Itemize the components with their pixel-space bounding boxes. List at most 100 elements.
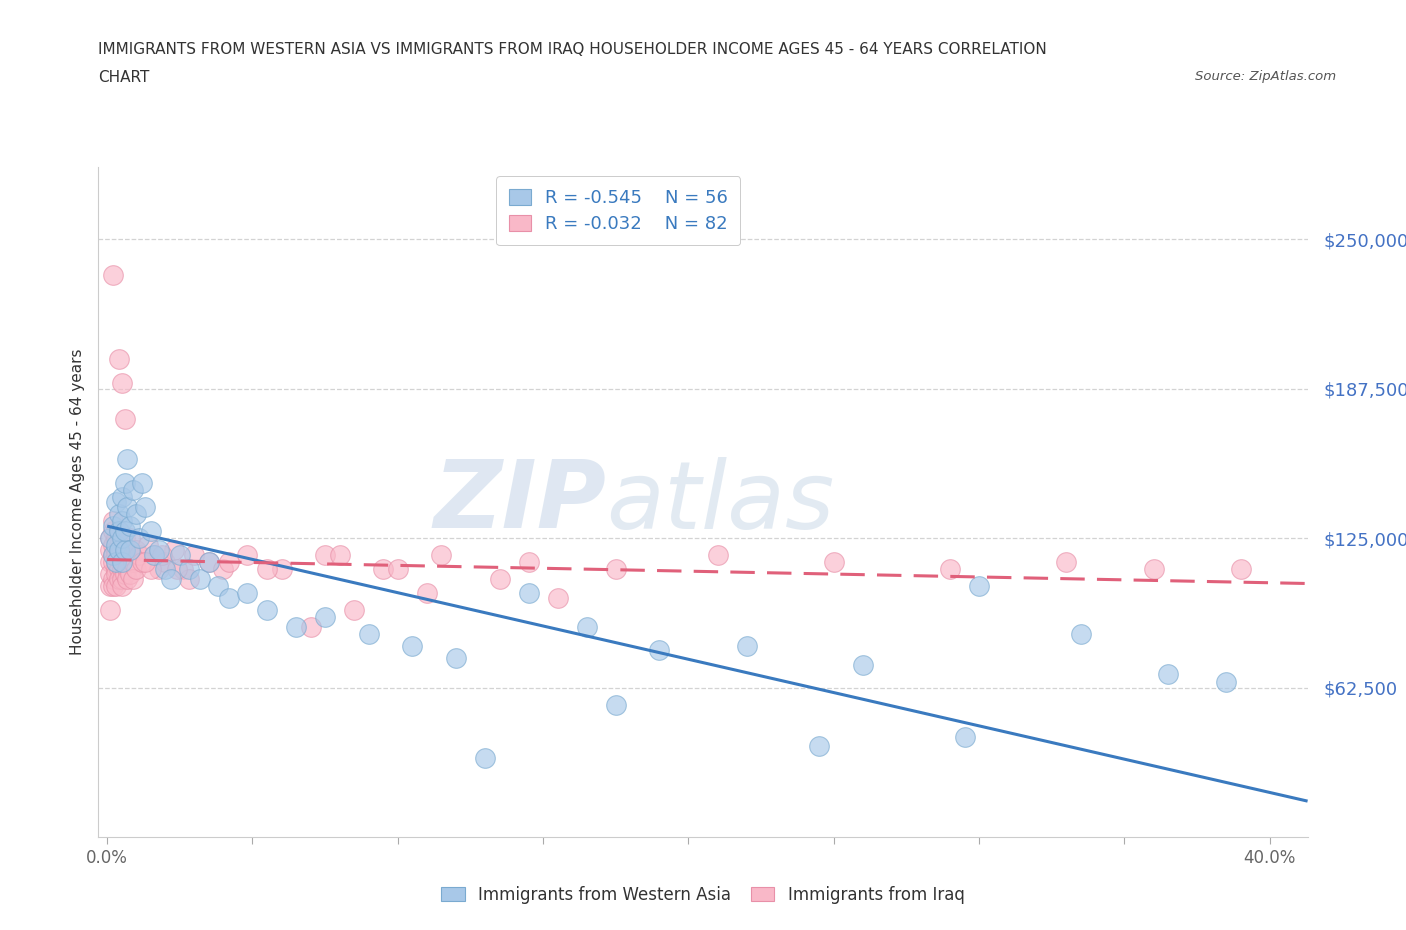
Point <box>1142 562 1164 577</box>
Point <box>101 548 124 563</box>
Point <box>1215 674 1237 689</box>
Point <box>101 524 124 538</box>
Point <box>155 562 177 577</box>
Point <box>142 548 165 563</box>
Point <box>104 566 127 581</box>
Point <box>155 554 177 569</box>
Point <box>101 554 124 569</box>
Point <box>111 554 134 569</box>
Point <box>1157 667 1180 682</box>
Point <box>117 542 139 557</box>
Point <box>212 562 235 577</box>
Point <box>111 542 134 557</box>
Point <box>114 475 136 490</box>
Point <box>136 538 159 552</box>
Point <box>117 562 139 577</box>
Point <box>387 562 409 577</box>
Point <box>111 514 134 529</box>
Point <box>98 566 121 581</box>
Point <box>114 566 136 581</box>
Point <box>101 548 124 563</box>
Point <box>98 603 121 618</box>
Point <box>98 578 121 593</box>
Point <box>122 554 145 569</box>
Point <box>114 524 136 538</box>
Point <box>808 738 831 753</box>
Point <box>117 571 139 586</box>
Point <box>101 519 124 534</box>
Point <box>823 554 845 569</box>
Point <box>474 751 496 765</box>
Point <box>120 531 142 546</box>
Point <box>107 562 129 577</box>
Point <box>125 507 148 522</box>
Point <box>107 542 129 557</box>
Point <box>256 562 278 577</box>
Point <box>166 562 188 577</box>
Point <box>605 562 627 577</box>
Text: atlas: atlas <box>606 457 835 548</box>
Point <box>444 650 467 665</box>
Point <box>120 566 142 581</box>
Point <box>139 524 162 538</box>
Point <box>120 548 142 563</box>
Point <box>160 571 183 586</box>
Point <box>104 542 127 557</box>
Point <box>104 562 127 577</box>
Point <box>207 578 229 593</box>
Point <box>104 548 127 563</box>
Point <box>111 554 134 569</box>
Point <box>134 499 156 514</box>
Point <box>735 638 758 653</box>
Point <box>111 375 134 390</box>
Text: CHART: CHART <box>98 70 150 85</box>
Point <box>134 554 156 569</box>
Legend: R = -0.545    N = 56, R = -0.032    N = 82: R = -0.545 N = 56, R = -0.032 N = 82 <box>496 177 741 246</box>
Point <box>169 548 191 563</box>
Point <box>117 499 139 514</box>
Point <box>114 542 136 557</box>
Point <box>128 548 150 563</box>
Point <box>107 352 129 366</box>
Point <box>104 531 127 546</box>
Point <box>98 554 121 569</box>
Point <box>547 591 569 605</box>
Point <box>183 548 205 563</box>
Y-axis label: Householder Income Ages 45 - 64 years: Householder Income Ages 45 - 64 years <box>69 349 84 656</box>
Point <box>198 554 221 569</box>
Point <box>488 571 510 586</box>
Point <box>101 538 124 552</box>
Point <box>122 571 145 586</box>
Point <box>104 554 127 569</box>
Point <box>177 571 200 586</box>
Point <box>218 554 240 569</box>
Point <box>114 411 136 426</box>
Point <box>120 519 142 534</box>
Point <box>98 542 121 557</box>
Point <box>605 698 627 713</box>
Point <box>314 548 336 563</box>
Point <box>150 548 173 563</box>
Point <box>107 548 129 563</box>
Point <box>107 538 129 552</box>
Point <box>107 571 129 586</box>
Point <box>114 531 136 546</box>
Point <box>1054 554 1077 569</box>
Point <box>314 609 336 624</box>
Point <box>128 531 150 546</box>
Point <box>256 603 278 618</box>
Point <box>373 562 395 577</box>
Text: IMMIGRANTS FROM WESTERN ASIA VS IMMIGRANTS FROM IRAQ HOUSEHOLDER INCOME AGES 45 : IMMIGRANTS FROM WESTERN ASIA VS IMMIGRAN… <box>98 42 1047 57</box>
Point <box>125 562 148 577</box>
Point <box>188 571 211 586</box>
Point <box>104 495 127 510</box>
Point <box>357 626 380 641</box>
Point <box>101 268 124 283</box>
Point <box>172 562 194 577</box>
Point <box>98 531 121 546</box>
Point <box>235 586 257 601</box>
Point <box>131 554 153 569</box>
Point <box>967 578 990 593</box>
Point <box>575 619 598 634</box>
Point <box>430 548 453 563</box>
